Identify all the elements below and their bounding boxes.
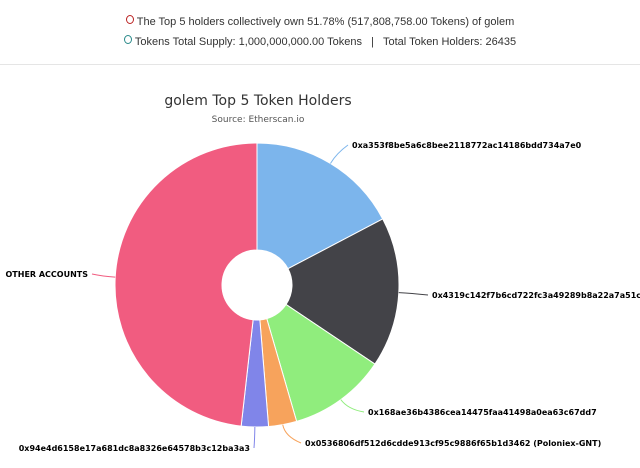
pie-slice[interactable] [114, 142, 258, 427]
slice-connector [330, 144, 349, 164]
chart-title: golem Top 5 Token Holders [164, 93, 351, 109]
summary-text: The Top 5 holders collectively own 51.78… [136, 16, 515, 28]
slice-label: 0x94e4d6158e17a681dc8a8326e64578b3c12ba3… [19, 444, 250, 453]
supply-summary: Tokens Total Supply: 1,000,000,000.00 To… [0, 35, 640, 48]
top-holders-summary: The Top 5 holders collectively own 51.78… [0, 15, 640, 28]
slice-connector [91, 273, 116, 278]
map-pin-teal-icon [123, 35, 132, 44]
slice-label: 0x4319c142f7b6cd722fc3a49289b8a22a7a51ca… [432, 291, 640, 300]
pie-slice[interactable] [285, 218, 400, 365]
pie-slice[interactable] [266, 303, 376, 422]
map-pin-red-icon [125, 15, 134, 24]
slice-connector [398, 292, 429, 296]
pie-slice[interactable] [256, 142, 384, 270]
slice-label: 0xa353f8be5a6c8bee2118772ac14186bdd734a7… [352, 141, 582, 150]
chart-subtitle: Source: Etherscan.io [212, 115, 305, 125]
slice-connector [282, 424, 302, 444]
slice-label: 0x168ae36b4386cea14475faa41498a0ea63c67d… [368, 408, 597, 417]
supply-text: Tokens Total Supply: 1,000,000,000.00 To… [134, 36, 517, 48]
pie-chart: golem Top 5 Token Holders Source: Ethers… [5, 93, 640, 453]
slice-label: OTHER ACCOUNTS [5, 270, 88, 279]
slice-connector [253, 426, 256, 449]
slice-label: 0x0536806df512d6cdde913cf95c9886f65b1d34… [305, 439, 601, 448]
slice-connector [340, 399, 365, 413]
divider [0, 64, 640, 65]
